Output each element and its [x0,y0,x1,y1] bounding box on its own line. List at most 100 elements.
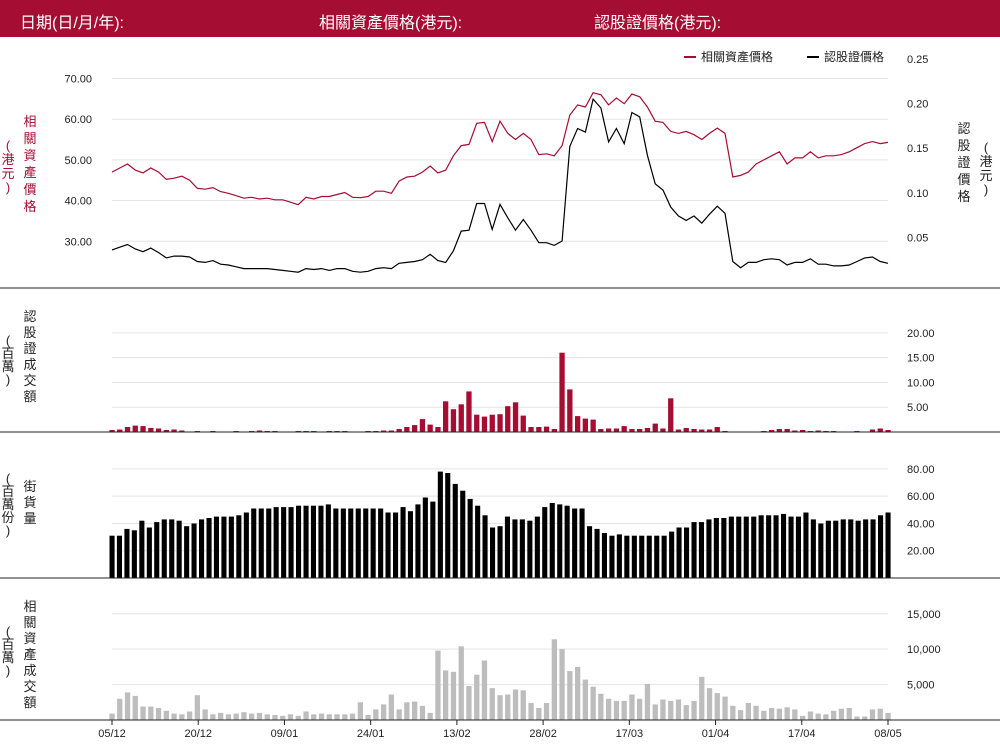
y-tick-label: 80.00 [907,464,935,476]
asset-turnover-bar [815,713,821,720]
outstanding-bar [139,520,145,578]
asset-turnover-axis-unit: (百萬) [1,624,14,678]
asset-turnover-bar [233,713,239,720]
outstanding-bar [579,508,585,578]
outstanding-bar [728,516,734,578]
y-tick-label: 15,000 [907,609,941,621]
warrant-turnover-bar [559,352,565,432]
outstanding-bar [400,507,406,578]
outstanding-axis-title: 街貨量 [23,479,36,526]
y-axis-unit-left: (港元) [1,138,14,195]
asset-turnover-bar [481,660,488,720]
asset-turnover-bar [179,714,185,720]
asset-turnover-bar [443,670,449,720]
warrant-turnover-bar [140,426,146,432]
warrant-turnover-bar [458,404,464,432]
outstanding-bar [385,512,391,578]
asset-turnover-bar [675,699,682,720]
outstanding-bar [407,511,413,578]
outstanding-bar [504,516,510,578]
outstanding-bar [437,471,443,578]
asset-turnover-panel: 5,000 10,000 15,000 相關資產成交額 (百萬) [1,599,941,721]
asset-turnover-bar [598,693,604,720]
outstanding-bar [863,519,869,578]
asset-turnover-bar [567,671,573,720]
outstanding-bar [549,503,555,578]
outstanding-bar [221,516,227,578]
x-tick-label: 17/04 [788,728,816,740]
asset-turnover-bar [582,679,588,720]
header-bar: 日期(日/月/年): 相關資產價格(港元): 認股證價格(港元): [0,0,1000,37]
asset-turnover-bar [800,715,806,721]
outstanding-bar [669,531,675,578]
outstanding-bar [706,519,712,578]
y-tick-label: 10,000 [907,644,941,656]
outstanding-bar [445,473,451,578]
outstanding-bar [161,519,167,578]
asset-turnover-bar [373,709,379,720]
outstanding-bar [251,508,257,578]
asset-turnover-bar [334,714,340,720]
warrant-turnover-bar [132,425,138,432]
asset-price-line [111,91,889,206]
warrant-turnover-bar [412,425,418,432]
asset-turnover-bar [652,704,658,720]
outstanding-bar [736,516,742,578]
warrant-turnover-bar [769,430,775,432]
warrant-turnover-bar [512,402,519,432]
warrant-turnover-bar [621,426,627,432]
asset-turnover-bar [706,688,713,720]
asset-turnover-bar [342,714,348,720]
asset-turnover-bar [714,693,720,720]
asset-turnover-bar [528,703,534,720]
warrant-turnover-bar [427,424,433,432]
asset-turnover-bar [745,703,751,720]
warrant-turnover-bar [590,419,596,432]
asset-turnover-bar [792,709,798,720]
asset-turnover-bar [117,698,123,721]
y-axis-title-right: 認股證價格 [957,121,970,204]
warrant-turnover-bar [163,430,169,432]
outstanding-bar [281,507,287,578]
warrant-turnover-bar [800,430,806,432]
x-tick-label: 01/04 [702,728,730,740]
warrant-turnover-bar [256,430,263,432]
price-panel: 30.00 40.00 50.00 60.00 70.00 0.05 0.10 0.15 0.2… [1,49,993,273]
asset-turnover-bar [512,689,519,720]
asset-turnover-bar [590,686,596,720]
warrant-turnover-bar [582,418,588,432]
outstanding-bar [273,507,279,578]
asset-turnover-bar [303,711,309,720]
asset-turnover-bar [466,686,472,720]
asset-turnover-bar [683,705,689,720]
warrant-turnover-bar [388,430,394,432]
warrant-turnover-bar [443,401,449,432]
outstanding-bar [191,523,197,578]
x-tick-label: 05/12 [98,728,126,740]
outstanding-bar [199,519,205,578]
asset-turnover-bar [202,709,208,720]
warrant-turnover-axis-title: 認股證成交額 [23,309,36,404]
y-tick-label-left: 50.00 [64,155,92,167]
outstanding-bar [773,515,779,578]
outstanding-bar [512,519,518,578]
asset-turnover-bar [311,714,317,720]
warrant-turnover-bar [179,430,185,432]
outstanding-axis-unit: (百萬份) [1,471,14,538]
asset-turnover-bar [256,712,263,720]
warrant-turnover-bar [668,398,674,432]
outstanding-bar [519,519,525,578]
asset-turnover-bar [660,699,666,720]
outstanding-bar [855,520,861,578]
outstanding-bar [848,519,854,578]
asset-turnover-bar [194,695,200,720]
warrant-turnover-bar [706,429,713,432]
warrant-turnover-bar [117,429,123,432]
warrant-turnover-bar [520,415,526,432]
outstanding-bar [639,535,645,578]
warrant-turnover-bar [109,430,115,432]
asset-turnover-bar [621,700,627,720]
asset-turnover-bar [474,674,480,720]
warrant-turnover-bar [613,428,620,432]
asset-turnover-bar [722,696,728,720]
